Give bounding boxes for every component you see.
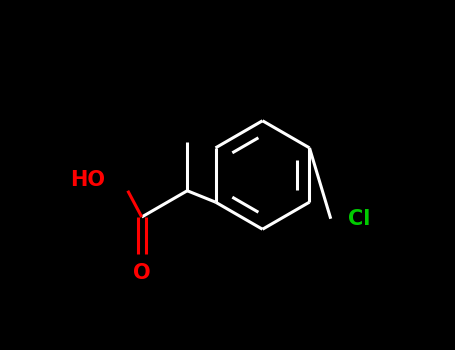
Text: Cl: Cl — [348, 209, 371, 229]
Text: HO: HO — [70, 170, 105, 190]
Text: O: O — [133, 263, 151, 283]
